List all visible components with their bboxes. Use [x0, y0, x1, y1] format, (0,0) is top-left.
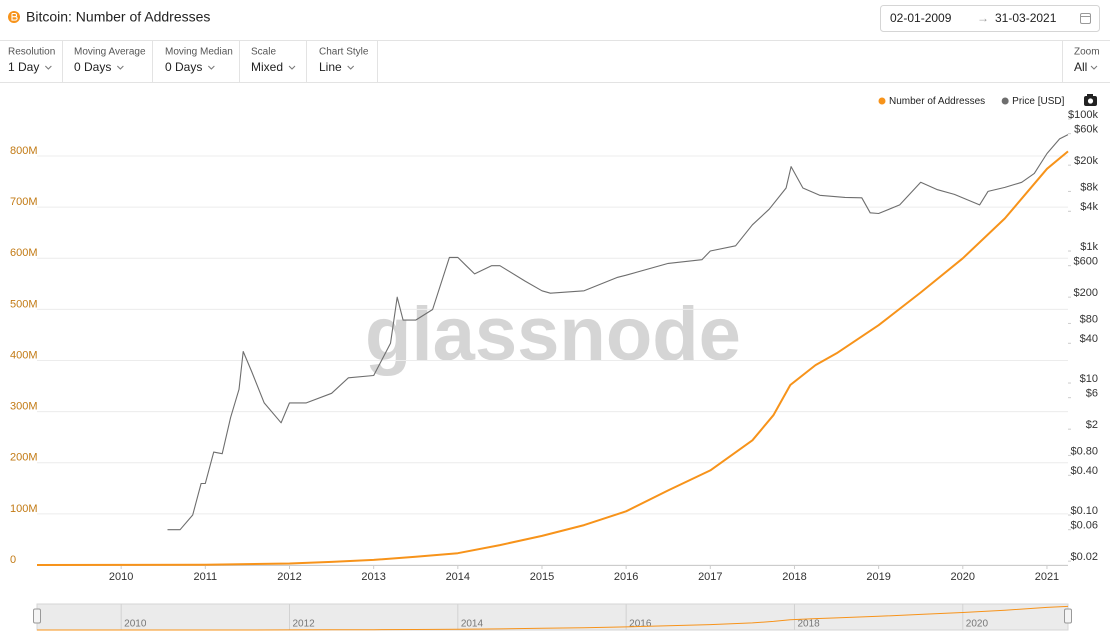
navigator-tick-label: 2014 — [461, 619, 484, 630]
control-label: Scale — [251, 47, 276, 58]
y-tick-label: 800M — [10, 145, 38, 157]
control-value[interactable]: Line — [319, 60, 342, 74]
camera-lens — [1087, 98, 1094, 104]
x-tick-label: 2021 — [1035, 571, 1059, 583]
zoom-value[interactable]: All — [1074, 60, 1087, 74]
navigator-tick-label: 2010 — [124, 619, 147, 630]
y-tick-label: 600M — [10, 247, 38, 259]
control-label: Moving Median — [165, 47, 233, 58]
control-value[interactable]: 0 Days — [74, 60, 111, 74]
x-tick-label: 2019 — [866, 571, 890, 583]
x-tick-label: 2016 — [614, 571, 638, 583]
y2-tick-label: $100k — [1068, 109, 1098, 121]
navigator-tick-label: 2012 — [292, 619, 315, 630]
y-tick-label: 0 — [10, 554, 16, 566]
navigator-tick-label: 2020 — [966, 619, 989, 630]
navigator — [36, 603, 1069, 631]
navigator-handle[interactable] — [1064, 608, 1072, 624]
y2-tick-label: $0.06 — [1070, 520, 1098, 532]
chevron — [45, 65, 52, 70]
y2-tick-label: $40 — [1080, 333, 1098, 345]
x-tick-label: 2013 — [361, 571, 385, 583]
chevron — [288, 65, 296, 70]
navigator-tick-label: 2016 — [629, 619, 652, 630]
x-tick-label: 2012 — [277, 571, 301, 583]
y2-tick-label: $6 — [1086, 388, 1098, 400]
x-tick-label: 2020 — [951, 571, 975, 583]
legend-swatch — [878, 97, 886, 105]
y2-tick-label: $20k — [1074, 155, 1098, 167]
series-line — [167, 134, 1069, 531]
y2-tick-label: $0.40 — [1070, 465, 1098, 477]
y2-tick-label: $2 — [1086, 419, 1098, 431]
page-title: Bitcoin: Number of Addresses — [26, 9, 210, 25]
date-range[interactable] — [880, 5, 1100, 32]
chevron — [347, 65, 355, 70]
control-value[interactable]: 0 Days — [165, 60, 202, 74]
date-arrow: → — [977, 11, 989, 25]
x-tick-label: 2017 — [698, 571, 722, 583]
watermark: glassnode — [365, 292, 741, 377]
y2-tick-label: $10 — [1080, 373, 1098, 385]
navigator-tick-label: 2018 — [797, 619, 820, 630]
series-line — [37, 605, 1069, 631]
coin-glyph — [11, 12, 18, 21]
series-line — [36, 150, 1069, 566]
control-label: Chart Style — [319, 47, 369, 58]
y2-tick-label: $80 — [1080, 313, 1098, 325]
date-to[interactable]: 31-03-2021 — [995, 11, 1057, 25]
control-value[interactable]: 1 Day — [8, 60, 39, 74]
legend-swatch — [1001, 97, 1009, 105]
y2-tick-label: $0.80 — [1070, 445, 1098, 457]
control-value[interactable]: Mixed — [251, 60, 283, 74]
y2-tick-label: $200 — [1074, 287, 1098, 299]
x-tick-label: 2010 — [109, 571, 133, 583]
x-tick-label: 2014 — [446, 571, 470, 583]
toolbar: Resolution 1 Day Moving Average 0 Days Movin… — [8, 41, 378, 82]
chevron — [208, 65, 215, 70]
chevron — [117, 65, 124, 70]
zoom-label: Zoom — [1074, 47, 1100, 58]
y-tick-label: 300M — [10, 401, 38, 413]
x-tick-label: 2015 — [530, 571, 554, 583]
y-tick-label: 700M — [10, 196, 38, 208]
legend-label[interactable]: Number of Addresses — [889, 96, 985, 107]
y-tick-label: 400M — [10, 349, 38, 361]
chevron — [1090, 65, 1098, 70]
y2-tick-label: $8k — [1080, 181, 1098, 193]
x-tick-label: 2018 — [782, 571, 806, 583]
calendar-icon[interactable] — [1080, 13, 1091, 24]
x-tick-label: 2011 — [193, 571, 217, 583]
legend-label[interactable]: Price [USD] — [1012, 96, 1064, 107]
y2-tick-label: $1k — [1080, 241, 1098, 253]
y2-tick-label: $60k — [1074, 124, 1098, 136]
y-tick-label: 100M — [10, 503, 38, 515]
control-label: Moving Average — [74, 47, 146, 58]
control-label: Resolution — [8, 47, 55, 58]
navigator-handle[interactable] — [33, 608, 41, 624]
camera-top — [1087, 94, 1093, 97]
y2-tick-label: $4k — [1080, 201, 1098, 213]
y2-tick-label: $0.02 — [1070, 551, 1098, 563]
y2-tick-label: $0.10 — [1070, 505, 1098, 517]
y-tick-label: 200M — [10, 452, 38, 464]
y2-tick-label: $600 — [1074, 256, 1098, 268]
date-from[interactable]: 02-01-2009 — [890, 11, 952, 25]
y-tick-label: 500M — [10, 298, 38, 310]
